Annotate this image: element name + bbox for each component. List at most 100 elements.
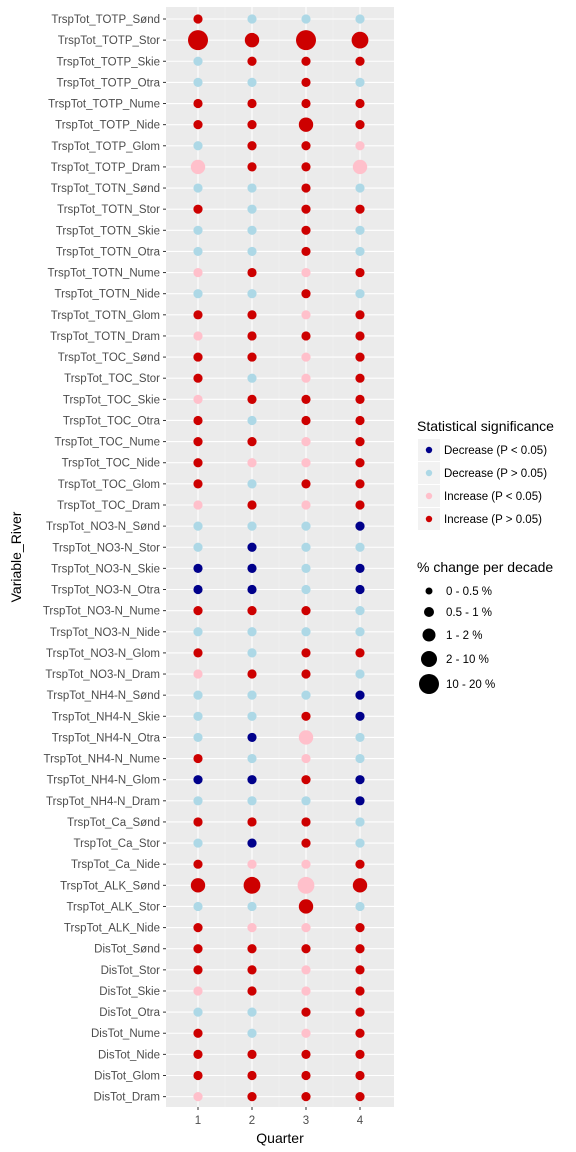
data-point	[355, 965, 364, 974]
data-point	[193, 902, 202, 911]
y-tick-label: TrspTot_Ca_Nide	[71, 859, 160, 871]
data-point	[193, 289, 202, 298]
data-point	[193, 1071, 202, 1080]
data-point	[193, 99, 202, 108]
data-point	[352, 32, 369, 49]
data-point	[193, 606, 202, 615]
data-point	[355, 902, 364, 911]
legend-size-label: 1 - 2 %	[446, 630, 482, 642]
data-point	[301, 437, 310, 446]
data-point	[193, 669, 202, 678]
y-tick-label: TrspTot_TOC_Stor	[64, 373, 160, 385]
data-point	[247, 458, 256, 467]
data-point	[247, 247, 256, 256]
y-tick-label: TrspTot_TOTN_Skie	[56, 225, 160, 237]
data-point	[355, 416, 364, 425]
data-point	[247, 585, 256, 594]
data-point	[247, 817, 256, 826]
x-tick-label: 2	[249, 1115, 255, 1127]
data-point	[355, 712, 364, 721]
data-point	[301, 796, 310, 805]
data-point	[301, 205, 310, 214]
data-point	[247, 944, 256, 953]
y-tick-label: TrspTot_NO3-N_Skie	[51, 563, 160, 575]
data-point	[247, 120, 256, 129]
data-point	[247, 543, 256, 552]
data-point	[247, 141, 256, 150]
data-point	[296, 30, 316, 50]
data-point	[247, 183, 256, 192]
y-tick-label: TrspTot_TOTN_Glom	[51, 310, 160, 322]
data-point	[301, 1092, 310, 1101]
data-point	[191, 878, 205, 892]
y-tick-label: TrspTot_TOC_Otra	[63, 415, 161, 427]
data-point	[301, 860, 310, 869]
data-point	[355, 564, 364, 573]
data-point	[247, 500, 256, 509]
data-point	[355, 669, 364, 678]
data-point	[193, 775, 202, 784]
data-point	[355, 775, 364, 784]
data-point	[193, 183, 202, 192]
y-tick-label: TrspTot_NH4-N_Nume	[43, 754, 160, 766]
legend-color-swatch	[426, 493, 432, 499]
data-point	[247, 78, 256, 87]
data-point	[193, 437, 202, 446]
legend-color-label: Increase (P < 0.05)	[444, 491, 542, 503]
data-point	[301, 986, 310, 995]
data-point	[355, 14, 364, 23]
y-tick-labels: TrspTot_TOTP_Sønd TrspTot_TOTP_Stor TrspTo…	[43, 14, 166, 1104]
y-tick-label: DisTot_Dram	[94, 1092, 160, 1104]
data-point	[301, 543, 310, 552]
data-point	[193, 691, 202, 700]
data-point	[355, 247, 364, 256]
y-tick-label: TrspTot_ALK_Nide	[64, 923, 160, 935]
data-point	[355, 99, 364, 108]
y-tick-label: TrspTot_TOTP_Sønd	[51, 14, 160, 26]
data-point	[301, 416, 310, 425]
data-point	[301, 57, 310, 66]
data-point	[247, 205, 256, 214]
y-tick-label: TrspTot_TOTP_Skie	[56, 56, 160, 68]
data-point	[299, 899, 313, 913]
data-point	[355, 627, 364, 636]
data-point	[247, 352, 256, 361]
y-tick-label: DisTot_Skie	[99, 986, 160, 998]
y-tick-label: TrspTot_NH4-N_Glom	[47, 775, 160, 787]
y-tick-label: TrspTot_TOC_Skie	[63, 394, 160, 406]
legend-size-swatch	[423, 629, 436, 642]
y-tick-label: DisTot_Nide	[98, 1049, 160, 1061]
legend-size-label: 0.5 - 1 %	[446, 607, 492, 619]
y-tick-label: DisTot_Stor	[101, 965, 161, 977]
data-point	[355, 479, 364, 488]
data-point	[247, 860, 256, 869]
data-point	[301, 310, 310, 319]
data-point	[301, 458, 310, 467]
data-point	[193, 78, 202, 87]
y-tick-label: TrspTot_NO3-N_Nide	[50, 627, 160, 639]
data-point	[355, 310, 364, 319]
y-axis-title: Variable_River	[8, 511, 24, 602]
data-point	[193, 500, 202, 509]
data-point	[247, 1092, 256, 1101]
data-point	[247, 331, 256, 340]
y-tick-label: TrspTot_TOTP_Nide	[55, 120, 160, 132]
data-point	[193, 226, 202, 235]
data-point	[247, 310, 256, 319]
y-tick-label: TrspTot_TOTN_Nide	[55, 289, 160, 301]
y-tick-label: TrspTot_ALK_Sønd	[60, 880, 160, 892]
data-point	[298, 877, 315, 894]
data-point	[301, 268, 310, 277]
data-point	[299, 730, 313, 744]
data-point	[247, 522, 256, 531]
data-point	[193, 14, 202, 23]
data-point	[193, 331, 202, 340]
data-point	[191, 160, 205, 174]
data-point	[355, 57, 364, 66]
data-point	[301, 585, 310, 594]
legend-size-swatch	[421, 651, 437, 667]
data-point	[355, 522, 364, 531]
data-point	[301, 395, 310, 404]
data-point	[355, 986, 364, 995]
